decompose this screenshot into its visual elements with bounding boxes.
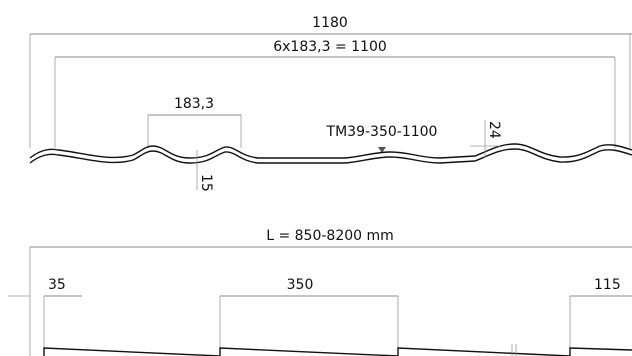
module-dimension: 350 <box>219 277 399 350</box>
model-callout: TM39-350-1100 <box>326 124 438 153</box>
wave-pitch-dimension: 183,3 <box>147 96 242 148</box>
wave-pitch-label: 183,3 <box>174 96 214 112</box>
end-offset-label: 115 <box>594 277 621 293</box>
step-dimension: 15 <box>196 150 214 192</box>
total-width-label: 1180 <box>312 15 348 31</box>
end-offset-dimension: 115 <box>569 277 632 350</box>
start-offset-dimension: 35 <box>43 277 82 350</box>
step-label: 15 <box>198 174 214 192</box>
effective-width-dimension: 6x183,3 = 1100 <box>54 39 616 148</box>
start-offset-label: 35 <box>48 277 66 293</box>
longitudinal-profile <box>43 344 632 356</box>
height-label: 24 <box>486 121 502 139</box>
model-label: TM39-350-1100 <box>326 124 438 140</box>
profile-cross-section <box>29 143 632 164</box>
height-dimension: 24 <box>470 120 502 158</box>
effective-width-label: 6x183,3 = 1100 <box>273 39 387 55</box>
length-label: L = 850-8200 mm <box>266 228 394 244</box>
module-label: 350 <box>287 277 314 293</box>
model-marker-icon <box>378 147 386 153</box>
length-dimension: L = 850-8200 mm <box>29 228 632 356</box>
total-width-dimension: 1180 <box>29 15 632 148</box>
